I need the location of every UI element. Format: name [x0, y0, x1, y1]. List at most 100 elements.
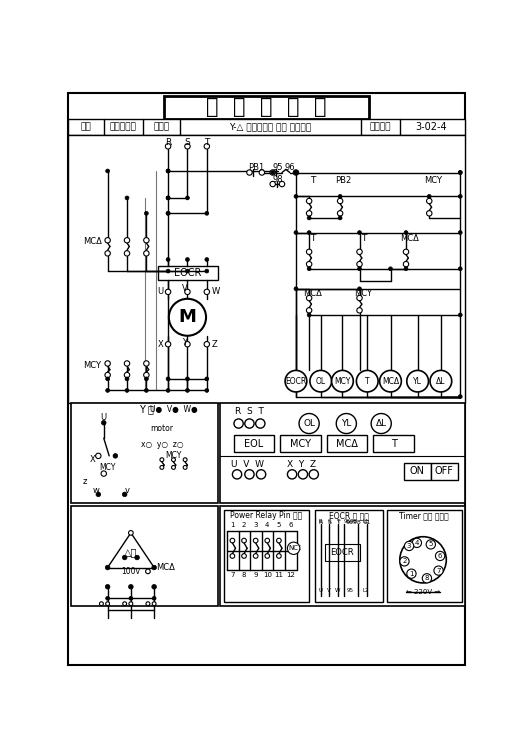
Text: T: T [337, 520, 341, 525]
Circle shape [357, 261, 362, 267]
Text: ← 220V →: ← 220V → [406, 590, 440, 595]
Circle shape [152, 566, 157, 570]
Circle shape [422, 574, 432, 583]
Circle shape [204, 342, 210, 347]
Text: W: W [335, 588, 341, 593]
Circle shape [166, 196, 170, 200]
Text: T: T [361, 234, 366, 243]
Text: 10: 10 [263, 572, 272, 578]
Circle shape [253, 553, 258, 558]
Circle shape [165, 342, 171, 347]
Text: 1: 1 [230, 522, 235, 528]
Circle shape [101, 421, 106, 425]
Text: Z: Z [212, 339, 217, 348]
Circle shape [253, 538, 258, 543]
Circle shape [205, 258, 209, 261]
Circle shape [105, 566, 110, 570]
Text: OL: OL [303, 419, 315, 428]
Text: 6: 6 [438, 553, 443, 559]
Text: T: T [336, 519, 340, 523]
Text: EOL: EOL [244, 439, 264, 448]
Circle shape [430, 370, 452, 392]
Circle shape [246, 170, 252, 175]
Circle shape [307, 267, 311, 270]
Circle shape [458, 231, 462, 234]
Text: motor: motor [150, 424, 173, 433]
Circle shape [185, 289, 190, 294]
Text: 12: 12 [286, 572, 295, 578]
Text: MCΔ: MCΔ [304, 289, 322, 298]
Circle shape [337, 210, 343, 216]
Circle shape [338, 216, 342, 220]
Circle shape [265, 553, 269, 558]
Circle shape [357, 295, 362, 300]
Bar [373, 435, 414, 452]
Text: ΔL: ΔL [436, 377, 446, 386]
Text: MCΔ: MCΔ [400, 234, 419, 243]
Circle shape [172, 458, 175, 462]
Circle shape [435, 551, 445, 560]
Text: EOCR: EOCR [174, 267, 201, 278]
Circle shape [135, 555, 139, 559]
Text: 5: 5 [277, 522, 281, 528]
Text: 2: 2 [402, 558, 407, 564]
Circle shape [407, 569, 416, 578]
Circle shape [371, 414, 391, 433]
Text: X: X [158, 339, 163, 348]
Circle shape [166, 169, 170, 173]
Text: X: X [89, 455, 95, 464]
Text: V: V [328, 588, 331, 593]
Circle shape [144, 372, 149, 378]
Circle shape [458, 170, 462, 174]
Text: MCΔ: MCΔ [83, 237, 101, 246]
Circle shape [166, 388, 170, 392]
Circle shape [299, 414, 319, 433]
Text: T: T [391, 439, 397, 448]
Text: 96: 96 [284, 163, 295, 172]
Circle shape [128, 530, 133, 535]
Circle shape [160, 466, 164, 469]
Circle shape [165, 143, 171, 149]
Circle shape [307, 216, 311, 220]
Circle shape [183, 466, 187, 469]
Circle shape [271, 170, 275, 174]
Circle shape [358, 231, 361, 234]
Circle shape [106, 596, 110, 600]
Circle shape [106, 377, 110, 381]
Circle shape [270, 181, 276, 187]
Text: L2: L2 [362, 588, 369, 593]
Circle shape [129, 602, 133, 605]
Text: NC: NC [289, 545, 298, 551]
Circle shape [106, 602, 110, 605]
Circle shape [277, 538, 281, 543]
Circle shape [306, 198, 312, 204]
Circle shape [277, 553, 281, 558]
Text: 실  습  지  시  서: 실 습 지 시 서 [206, 97, 327, 117]
Circle shape [99, 602, 103, 605]
Text: NC: NC [291, 545, 301, 551]
Circle shape [293, 170, 298, 175]
Text: 8: 8 [425, 575, 429, 581]
Circle shape [256, 469, 266, 479]
Text: R: R [165, 138, 171, 147]
Circle shape [166, 169, 170, 173]
Circle shape [426, 210, 432, 216]
Circle shape [404, 267, 408, 270]
Text: v: v [124, 486, 129, 495]
Circle shape [288, 469, 297, 479]
Text: 5: 5 [428, 541, 433, 547]
Bar [327, 435, 367, 452]
Text: MCY: MCY [424, 176, 442, 185]
Circle shape [338, 195, 342, 198]
Text: 95: 95 [273, 163, 283, 172]
Text: 1: 1 [409, 571, 414, 577]
Text: 작품번호: 작품번호 [370, 122, 391, 131]
Bar [280, 435, 321, 452]
Circle shape [124, 251, 129, 256]
Text: T: T [310, 176, 316, 185]
Text: U  V  W: U V W [231, 460, 264, 469]
Circle shape [205, 388, 209, 392]
Circle shape [336, 414, 356, 433]
Bar [158, 266, 218, 279]
Circle shape [185, 143, 190, 149]
